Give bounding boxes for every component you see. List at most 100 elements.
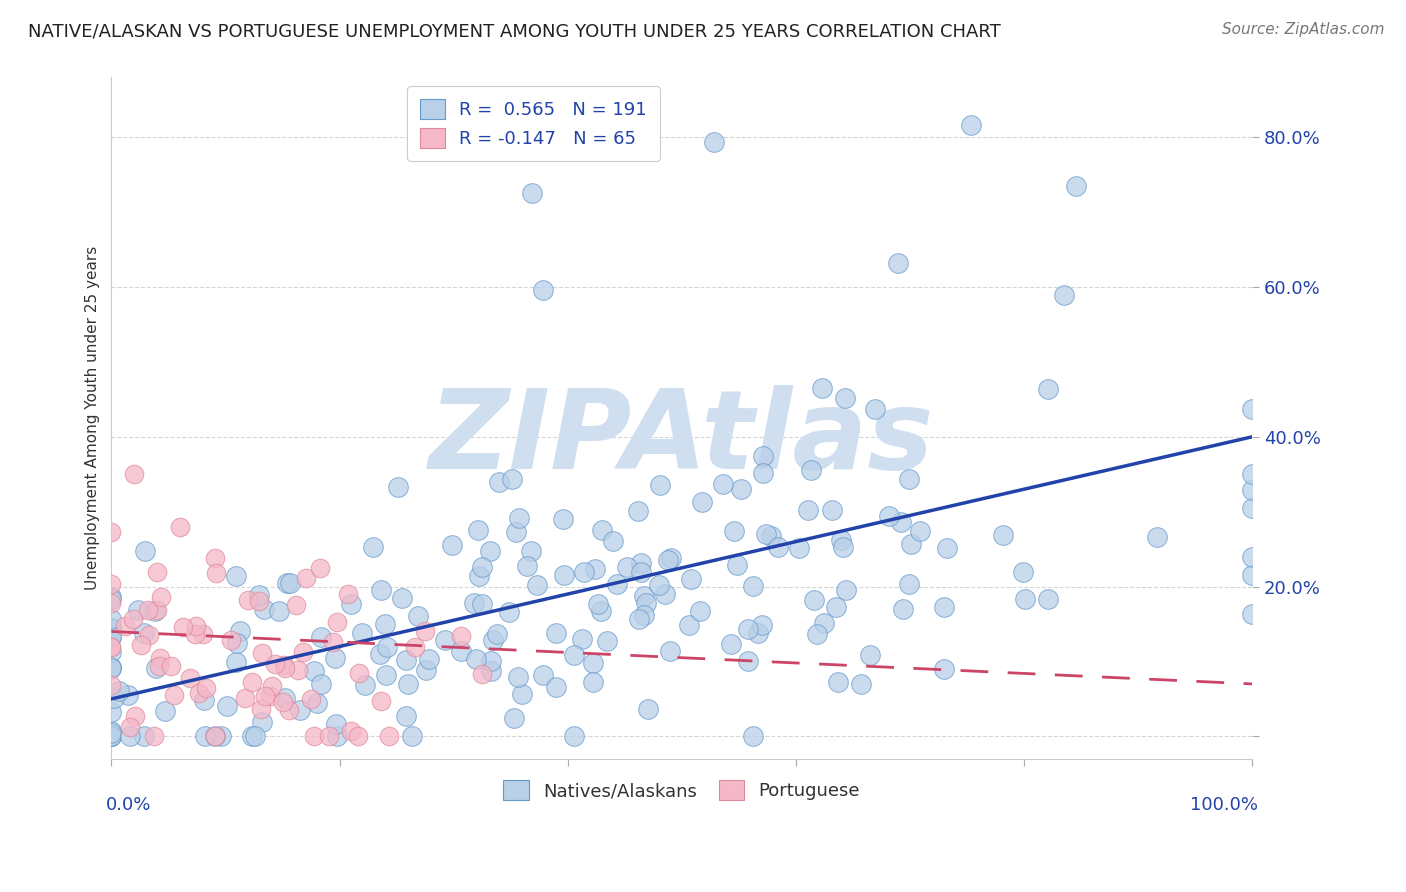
Point [361, 540, 384, 554]
Point [318, 729, 340, 743]
Point [146, 603, 169, 617]
Point [134, 544, 156, 558]
Point [689, 604, 711, 618]
Point [143, 604, 166, 618]
Point [1146, 530, 1168, 544]
Point [520, 186, 543, 200]
Point [616, 560, 638, 574]
Point [285, 599, 308, 613]
Point [100, 661, 122, 675]
Point [761, 529, 783, 543]
Point [100, 621, 122, 635]
Point [582, 675, 605, 690]
Point [340, 598, 363, 612]
Point [502, 711, 524, 725]
Point [898, 472, 921, 486]
Point [219, 632, 242, 647]
Point [150, 590, 173, 604]
Point [247, 588, 270, 602]
Point [1240, 549, 1263, 564]
Point [193, 693, 215, 707]
Point [100, 596, 122, 610]
Point [508, 510, 530, 524]
Point [143, 729, 166, 743]
Point [100, 729, 122, 743]
Point [100, 726, 122, 740]
Point [1240, 401, 1263, 416]
Point [100, 622, 122, 636]
Point [737, 622, 759, 636]
Point [204, 551, 226, 566]
Point [100, 524, 122, 539]
Point [485, 627, 508, 641]
Point [737, 654, 759, 668]
Point [352, 625, 374, 640]
Point [100, 729, 122, 743]
Point [100, 592, 122, 607]
Point [934, 599, 956, 614]
Point [897, 577, 920, 591]
Point [124, 709, 146, 723]
Point [172, 620, 194, 634]
Point [890, 515, 912, 529]
Point [1052, 288, 1074, 302]
Point [259, 689, 281, 703]
Point [391, 591, 413, 606]
Point [100, 723, 122, 738]
Point [278, 703, 301, 717]
Point [827, 675, 849, 690]
Point [633, 589, 655, 603]
Point [479, 664, 502, 678]
Point [863, 402, 886, 417]
Point [273, 695, 295, 709]
Point [205, 566, 228, 581]
Point [404, 640, 426, 654]
Point [440, 538, 463, 552]
Point [1240, 500, 1263, 515]
Point [800, 463, 823, 477]
Point [240, 729, 263, 743]
Point [830, 533, 852, 548]
Point [859, 648, 882, 662]
Point [463, 596, 485, 610]
Point [415, 663, 437, 677]
Point [100, 630, 122, 644]
Point [322, 634, 344, 648]
Point [752, 466, 775, 480]
Point [583, 562, 606, 576]
Point [797, 503, 820, 517]
Point [100, 729, 122, 743]
Point [1240, 467, 1263, 482]
Point [138, 628, 160, 642]
Point [730, 482, 752, 496]
Point [526, 577, 548, 591]
Point [325, 716, 347, 731]
Point [127, 603, 149, 617]
Point [100, 705, 122, 719]
Point [401, 729, 423, 743]
Point [304, 729, 326, 743]
Point [114, 618, 136, 632]
Point [229, 624, 252, 638]
Point [959, 118, 981, 132]
Point [544, 626, 567, 640]
Point [243, 729, 266, 743]
Point [633, 607, 655, 622]
Point [450, 644, 472, 658]
Point [1014, 592, 1036, 607]
Point [519, 544, 541, 558]
Point [993, 528, 1015, 542]
Point [274, 661, 297, 675]
Point [1240, 607, 1263, 621]
Point [375, 640, 398, 654]
Point [129, 638, 152, 652]
Point [117, 688, 139, 702]
Point [215, 699, 238, 714]
Point [100, 640, 122, 655]
Point [169, 519, 191, 533]
Point [630, 557, 652, 571]
Point [347, 729, 370, 743]
Point [835, 582, 858, 597]
Point [544, 680, 567, 694]
Point [406, 609, 429, 624]
